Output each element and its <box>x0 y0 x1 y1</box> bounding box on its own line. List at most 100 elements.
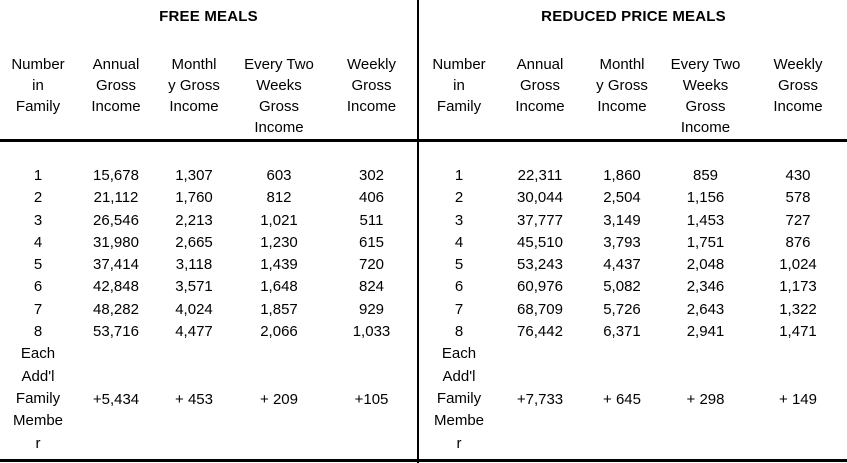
monthly-income-cell: 3,118 <box>175 256 213 274</box>
annual-income-cell: 76,442 <box>517 323 563 341</box>
weekly-income-cell: 302 <box>358 167 385 184</box>
annual-income-cell: 30,044 <box>517 189 563 207</box>
table-row: 3 37,777 3,149 1,453 727 <box>420 210 847 232</box>
monthly-income-cell: 2,665 <box>175 233 213 251</box>
annual-income-cell: 53,716 <box>93 323 139 341</box>
family-size-cell: 3 <box>33 211 43 229</box>
family-size-cell: 2 <box>454 189 464 207</box>
additional-weekly-increment: + 149 <box>779 390 817 408</box>
biweekly-income-cell: 2,346 <box>686 278 725 296</box>
weekly-income-cell: 406 <box>358 189 385 207</box>
monthly-income-cell: 3,793 <box>603 233 641 251</box>
column-header-annual-gross-income: Annual Gross Income <box>91 56 141 115</box>
weekly-income-cell: 1,322 <box>779 300 817 318</box>
column-header-annual-gross-income: Annual Gross Income <box>515 56 565 115</box>
monthly-income-cell: 1,860 <box>603 167 641 184</box>
free-meals-body: 1 15,678 1,307 603 302 2 21,112 1,760 81… <box>0 165 417 455</box>
additional-biweekly-increment: + 209 <box>260 390 298 408</box>
weekly-income-cell: 929 <box>358 300 385 318</box>
table-row: 4 31,980 2,665 1,230 615 <box>0 232 417 254</box>
biweekly-income-cell: 2,643 <box>686 300 725 318</box>
biweekly-income-cell: 1,648 <box>260 278 298 296</box>
weekly-income-cell: 876 <box>785 233 811 251</box>
monthly-income-cell: 5,726 <box>603 300 641 318</box>
biweekly-income-cell: 859 <box>692 167 719 184</box>
family-size-cell: 5 <box>454 256 464 274</box>
column-header-every-two-weeks-gross-income: Every Two Weeks Gross Income <box>244 56 314 136</box>
column-header-monthly-gross-income: Monthl y Gross Income <box>596 56 648 115</box>
weekly-income-cell: 615 <box>358 233 385 251</box>
family-size-cell: 5 <box>33 256 43 274</box>
weekly-income-cell: 430 <box>785 167 811 184</box>
additional-member-label: Each Add'l Family Membe r <box>12 345 64 452</box>
biweekly-income-cell: 603 <box>266 167 292 184</box>
table-row: 7 68,709 5,726 2,643 1,322 <box>420 299 847 321</box>
table-row: 7 48,282 4,024 1,857 929 <box>0 299 417 321</box>
table-row: 4 45,510 3,793 1,751 876 <box>420 232 847 254</box>
reduced-price-meals-body: 1 22,311 1,860 859 430 2 30,044 2,504 1,… <box>420 165 847 455</box>
annual-income-cell: 68,709 <box>517 300 563 318</box>
monthly-income-cell: 4,477 <box>175 323 213 341</box>
annual-income-cell: 42,848 <box>93 278 139 296</box>
column-header-number-in-family: Number in Family <box>11 56 65 115</box>
column-header-every-two-weeks-gross-income: Every Two Weeks Gross Income <box>670 56 741 136</box>
column-header-row: Number in Family Annual Gross Income Mon… <box>420 54 847 141</box>
biweekly-income-cell: 2,941 <box>686 323 725 341</box>
additional-biweekly-increment: + 298 <box>686 390 725 408</box>
additional-weekly-increment: +105 <box>354 390 389 408</box>
monthly-income-cell: 3,571 <box>175 278 213 296</box>
weekly-income-cell: 824 <box>358 278 385 296</box>
family-size-cell: 3 <box>454 211 464 229</box>
weekly-income-cell: 1,024 <box>779 256 817 274</box>
table-row: 8 76,442 6,371 2,941 1,471 <box>420 321 847 343</box>
biweekly-income-cell: 2,048 <box>686 256 725 274</box>
weekly-income-cell: 578 <box>785 189 811 207</box>
table-row: 1 22,311 1,860 859 430 <box>420 165 847 187</box>
monthly-income-cell: 1,307 <box>175 167 213 184</box>
family-size-cell: 8 <box>33 323 43 341</box>
biweekly-income-cell: 1,751 <box>686 233 725 251</box>
biweekly-income-cell: 2,066 <box>260 323 298 341</box>
family-size-cell: 4 <box>33 233 43 251</box>
family-size-cell: 7 <box>33 300 43 318</box>
monthly-income-cell: 4,437 <box>603 256 641 274</box>
additional-member-label: Each Add'l Family Membe r <box>433 345 485 452</box>
column-header-weekly-gross-income: Weekly Gross Income <box>773 56 823 115</box>
free-meals-section: FREE MEALS Number in Family Annual Gross… <box>0 0 417 463</box>
additional-monthly-increment: + 645 <box>603 390 641 408</box>
weekly-income-cell: 511 <box>359 211 384 229</box>
weekly-income-cell: 1,471 <box>779 323 817 341</box>
monthly-income-cell: 3,149 <box>603 211 641 229</box>
annual-income-cell: 37,414 <box>93 256 139 274</box>
weekly-income-cell: 1,033 <box>352 323 391 341</box>
biweekly-income-cell: 1,453 <box>686 211 725 229</box>
monthly-income-cell: 4,024 <box>175 300 213 318</box>
section-title-free-meals: FREE MEALS <box>159 8 258 25</box>
monthly-income-cell: 2,504 <box>603 189 641 207</box>
annual-income-cell: 48,282 <box>93 300 139 318</box>
header-separator-line <box>0 139 847 142</box>
monthly-income-cell: 2,213 <box>175 211 213 229</box>
table-row: 6 42,848 3,571 1,648 824 <box>0 276 417 298</box>
table-row: 1 15,678 1,307 603 302 <box>0 165 417 187</box>
family-size-cell: 1 <box>454 167 464 184</box>
reduced-price-meals-section: REDUCED PRICE MEALS Number in Family Ann… <box>420 0 847 463</box>
biweekly-income-cell: 1,857 <box>260 300 298 318</box>
annual-income-cell: 22,311 <box>517 167 563 184</box>
column-header-weekly-gross-income: Weekly Gross Income <box>346 56 397 115</box>
monthly-income-cell: 1,760 <box>175 189 213 207</box>
family-size-cell: 1 <box>33 167 43 184</box>
table-row: 5 37,414 3,118 1,439 720 <box>0 254 417 276</box>
vertical-divider <box>417 0 419 463</box>
table-row: 5 53,243 4,437 2,048 1,024 <box>420 254 847 276</box>
annual-income-cell: 53,243 <box>517 256 563 274</box>
annual-income-cell: 45,510 <box>517 233 563 251</box>
column-header-number-in-family: Number in Family <box>432 56 486 115</box>
bottom-border-line <box>0 459 847 462</box>
section-title-reduced-price-meals: REDUCED PRICE MEALS <box>541 8 726 25</box>
annual-income-cell: 60,976 <box>517 278 563 296</box>
column-header-row: Number in Family Annual Gross Income Mon… <box>0 54 417 141</box>
biweekly-income-cell: 1,156 <box>686 189 725 207</box>
annual-income-cell: 37,777 <box>517 211 563 229</box>
